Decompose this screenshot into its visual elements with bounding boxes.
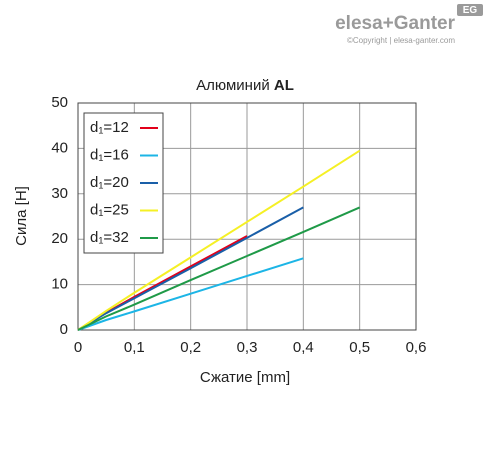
y-tick-label: 10 [51,276,68,293]
chart-title: Алюминий AL [196,77,294,94]
y-tick-label: 50 [51,94,68,111]
legend-label: d₁=32 [90,229,129,246]
legend-label: d₁=12 [90,119,129,136]
x-tick-label: 0,2 [180,339,201,356]
plot-frame [77,102,417,331]
data-line [77,206,304,331]
badge: EG [463,5,478,16]
legend-label: d₁=25 [90,201,129,218]
x-tick-label: 0 [74,339,82,356]
x-tick-label: 0,6 [406,339,427,356]
y-axis-label: Сила [H] [13,186,30,246]
title-bold: AL [274,77,294,94]
x-tick-label: 0,3 [237,339,258,356]
x-tick-label: 0,4 [293,339,314,356]
logo: elesa+Ganter [335,13,455,34]
x-axis-label: Сжатие [mm] [200,369,290,386]
x-tick-label: 0,5 [349,339,370,356]
data-line [77,149,361,331]
data-line [77,206,361,331]
title: Алюминий [196,77,270,94]
x-tick-label: 0,1 [124,339,145,356]
badge-bg [457,4,483,16]
y-tick-label: 20 [51,230,68,247]
copyright: ©Copyright | elesa-ganter.com [347,36,455,45]
y-tick-label: 30 [51,185,68,202]
data-line [77,257,304,331]
legend-label: d₁=20 [90,174,129,191]
y-tick-label: 0 [60,321,68,338]
legend-label: d₁=16 [90,146,129,163]
y-tick-label: 40 [51,139,68,156]
